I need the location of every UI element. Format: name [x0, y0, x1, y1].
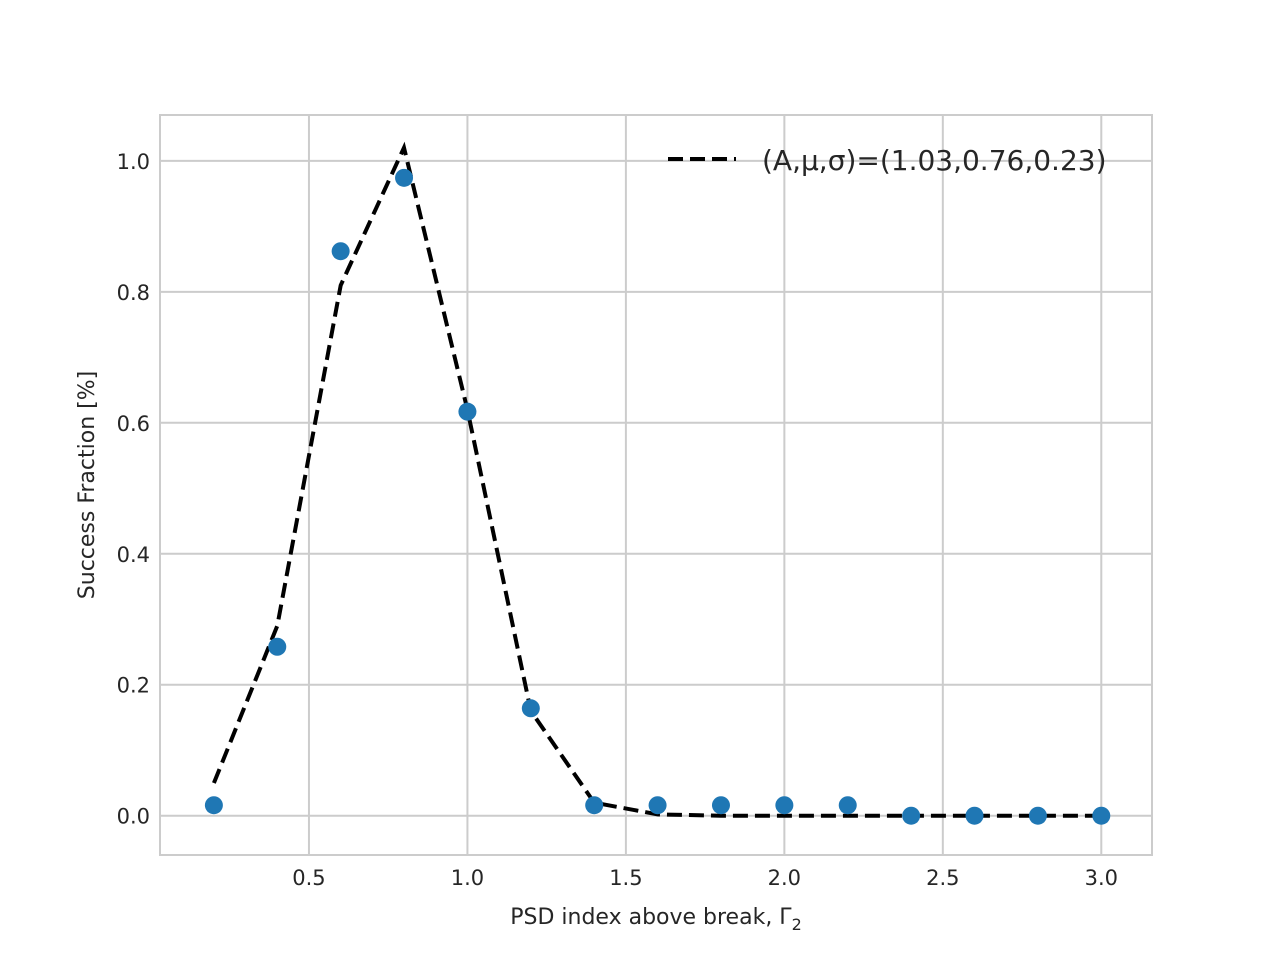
plot-frame	[159, 114, 1153, 856]
data-point-5	[521, 699, 540, 718]
data-point-6	[585, 796, 604, 815]
x-tick-label-1: 1.0	[451, 866, 484, 890]
y-tick-label-0: 0.0	[117, 805, 150, 829]
data-point-11	[902, 806, 921, 825]
x-tick-label-0: 0.5	[292, 866, 325, 890]
x-tick-label-2: 1.5	[609, 866, 642, 890]
data-point-3	[395, 168, 414, 187]
data-points	[204, 168, 1111, 825]
fit-line	[212, 141, 1102, 818]
y-tick-label-3: 0.6	[117, 412, 150, 436]
y-tick-labels: 0.0 0.2 0.4 0.6 0.8 1.0	[117, 150, 150, 829]
data-point-7	[648, 796, 667, 815]
x-tick-labels: 0.5 1.0 1.5 2.0 2.5 3.0	[292, 866, 1118, 890]
y-tick-label-2: 0.4	[117, 543, 150, 567]
x-tick-label-4: 2.5	[926, 866, 959, 890]
data-point-2	[331, 242, 350, 261]
data-point-0	[204, 796, 223, 815]
x-axis-label: PSD index above break, Γ2	[510, 905, 802, 934]
data-point-1	[268, 637, 287, 656]
data-point-4	[458, 402, 477, 421]
x-axis-label-subscript: 2	[792, 915, 802, 934]
y-tick-label-1: 0.2	[117, 674, 150, 698]
legend-label: (A,μ,σ)=(1.03,0.76,0.23)	[762, 144, 1107, 177]
x-axis-label-main: PSD index above break, Γ	[510, 905, 792, 930]
grid-lines	[160, 115, 1152, 855]
data-point-13	[1028, 806, 1047, 825]
data-point-10	[838, 796, 857, 815]
data-point-12	[965, 806, 984, 825]
y-tick-label-5: 1.0	[117, 150, 150, 174]
x-tick-label-5: 3.0	[1085, 866, 1118, 890]
x-tick-label-3: 2.0	[768, 866, 801, 890]
data-point-9	[775, 796, 794, 815]
data-point-8	[711, 796, 730, 815]
data-point-14	[1092, 806, 1111, 825]
y-axis-label: Success Fraction [%]	[75, 371, 100, 599]
legend: (A,μ,σ)=(1.03,0.76,0.23)	[668, 144, 1107, 177]
y-tick-label-4: 0.8	[117, 281, 150, 305]
